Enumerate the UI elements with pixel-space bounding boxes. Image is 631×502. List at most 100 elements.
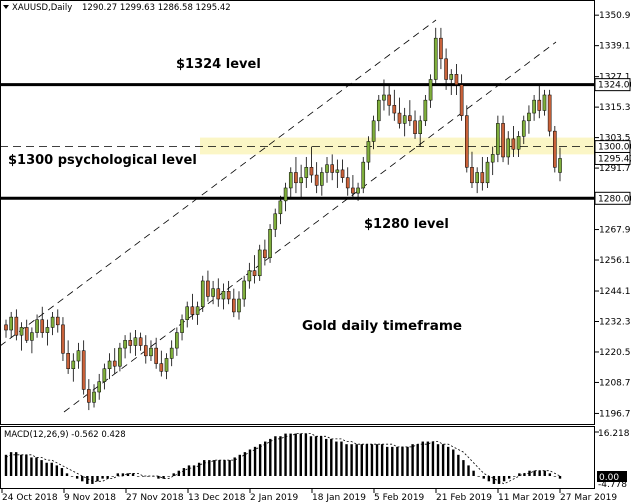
candle [309,146,314,183]
macd-bar [50,462,53,476]
macd-bar [253,446,257,476]
candle [475,167,479,194]
candle-body [24,327,29,341]
annotation-1300-level: $1300 psychological level [8,153,197,168]
candle-body [392,105,397,114]
candle-body [309,167,314,176]
candle [325,156,329,183]
time-tick-label: 5 Feb 2019 [374,493,425,502]
candle [444,48,448,90]
candle [376,94,381,132]
candle [257,244,262,281]
candle [92,384,96,408]
candle [547,89,552,137]
candle [408,100,412,126]
macd-bar [162,476,165,479]
candle-body [195,306,200,315]
candle-body [97,381,101,393]
price-tick-label: 1208.70 [599,378,631,388]
candle-body [345,177,350,189]
candle-body [102,368,107,382]
macd-bar [314,436,318,476]
macd-bar [167,476,170,477]
candle-body [154,347,158,364]
candle-body [14,316,19,336]
time-tick-label: 27 Nov 2018 [126,493,184,502]
macd-bar [330,438,333,476]
candle-body [19,327,24,336]
macd-bar [467,465,470,476]
candle [542,89,547,116]
candle [61,317,65,362]
macd-bar [416,444,419,476]
macd-bar [192,465,196,476]
candle-body [9,316,13,331]
candle [501,115,505,163]
price-highlight-label: 1295.42 [598,154,631,164]
time-tick-label: 13 Dec 2018 [188,493,246,502]
candle [454,63,459,95]
candle [480,156,485,191]
candle-body [537,99,542,111]
candle-body [273,213,278,230]
candle [428,74,433,108]
candle [164,353,169,380]
macd-bar [111,476,114,477]
price-tick-label: 1232.30 [599,317,631,327]
candle-body [542,94,547,111]
price-tick-label: 1350.90 [599,11,631,21]
macd-signal-line [5,433,561,485]
dropdown-triangle-icon[interactable] [3,5,9,9]
candle [511,125,516,157]
macd-bar [131,473,135,476]
price-highlight-box [594,78,631,92]
candle [449,69,454,95]
candle-body [185,306,190,320]
candle-body [216,288,221,300]
candle-body [428,79,433,101]
macd-bar [233,457,236,476]
candle [123,335,127,359]
time-tick-label: 18 Jan 2019 [312,493,366,502]
macd-bar [299,433,302,476]
macd-zero-box [597,471,627,482]
macd-bar [75,476,79,479]
macd-bar [457,454,460,476]
candle-body [112,360,117,367]
price-tick-label: 1256.10 [599,256,631,266]
candle [527,105,531,134]
candle-body [449,74,454,80]
candle-body [511,138,516,150]
macd-bar [218,460,221,476]
candle-body [175,332,179,349]
macd-bar [406,446,409,476]
candle [40,306,45,338]
candle-body [351,187,355,194]
macd-panel-frame [0,426,595,489]
macd-bar [121,473,125,476]
candle-body [118,347,122,367]
candle [330,154,334,181]
macd-bar [355,444,358,476]
macd-bar [65,473,69,476]
candle-body [423,99,428,122]
macd-bar [269,438,272,476]
macd-bar [4,454,8,476]
candle-body [180,319,184,333]
candle [252,255,257,284]
annotation-timeframe: Gold daily timeframe [302,318,462,334]
candle [154,337,158,369]
macd-bar [223,460,226,476]
candle [107,353,112,380]
macd-bar [345,444,348,476]
candle-body [444,58,448,80]
candle [221,283,226,310]
candle [366,136,371,170]
price-tick-label: 1327.10 [599,73,631,83]
candle [314,162,319,194]
time-tick-label: 27 Mar 2019 [560,493,617,502]
candle [423,94,428,126]
candle-body [40,319,45,333]
macd-bar [452,449,455,476]
